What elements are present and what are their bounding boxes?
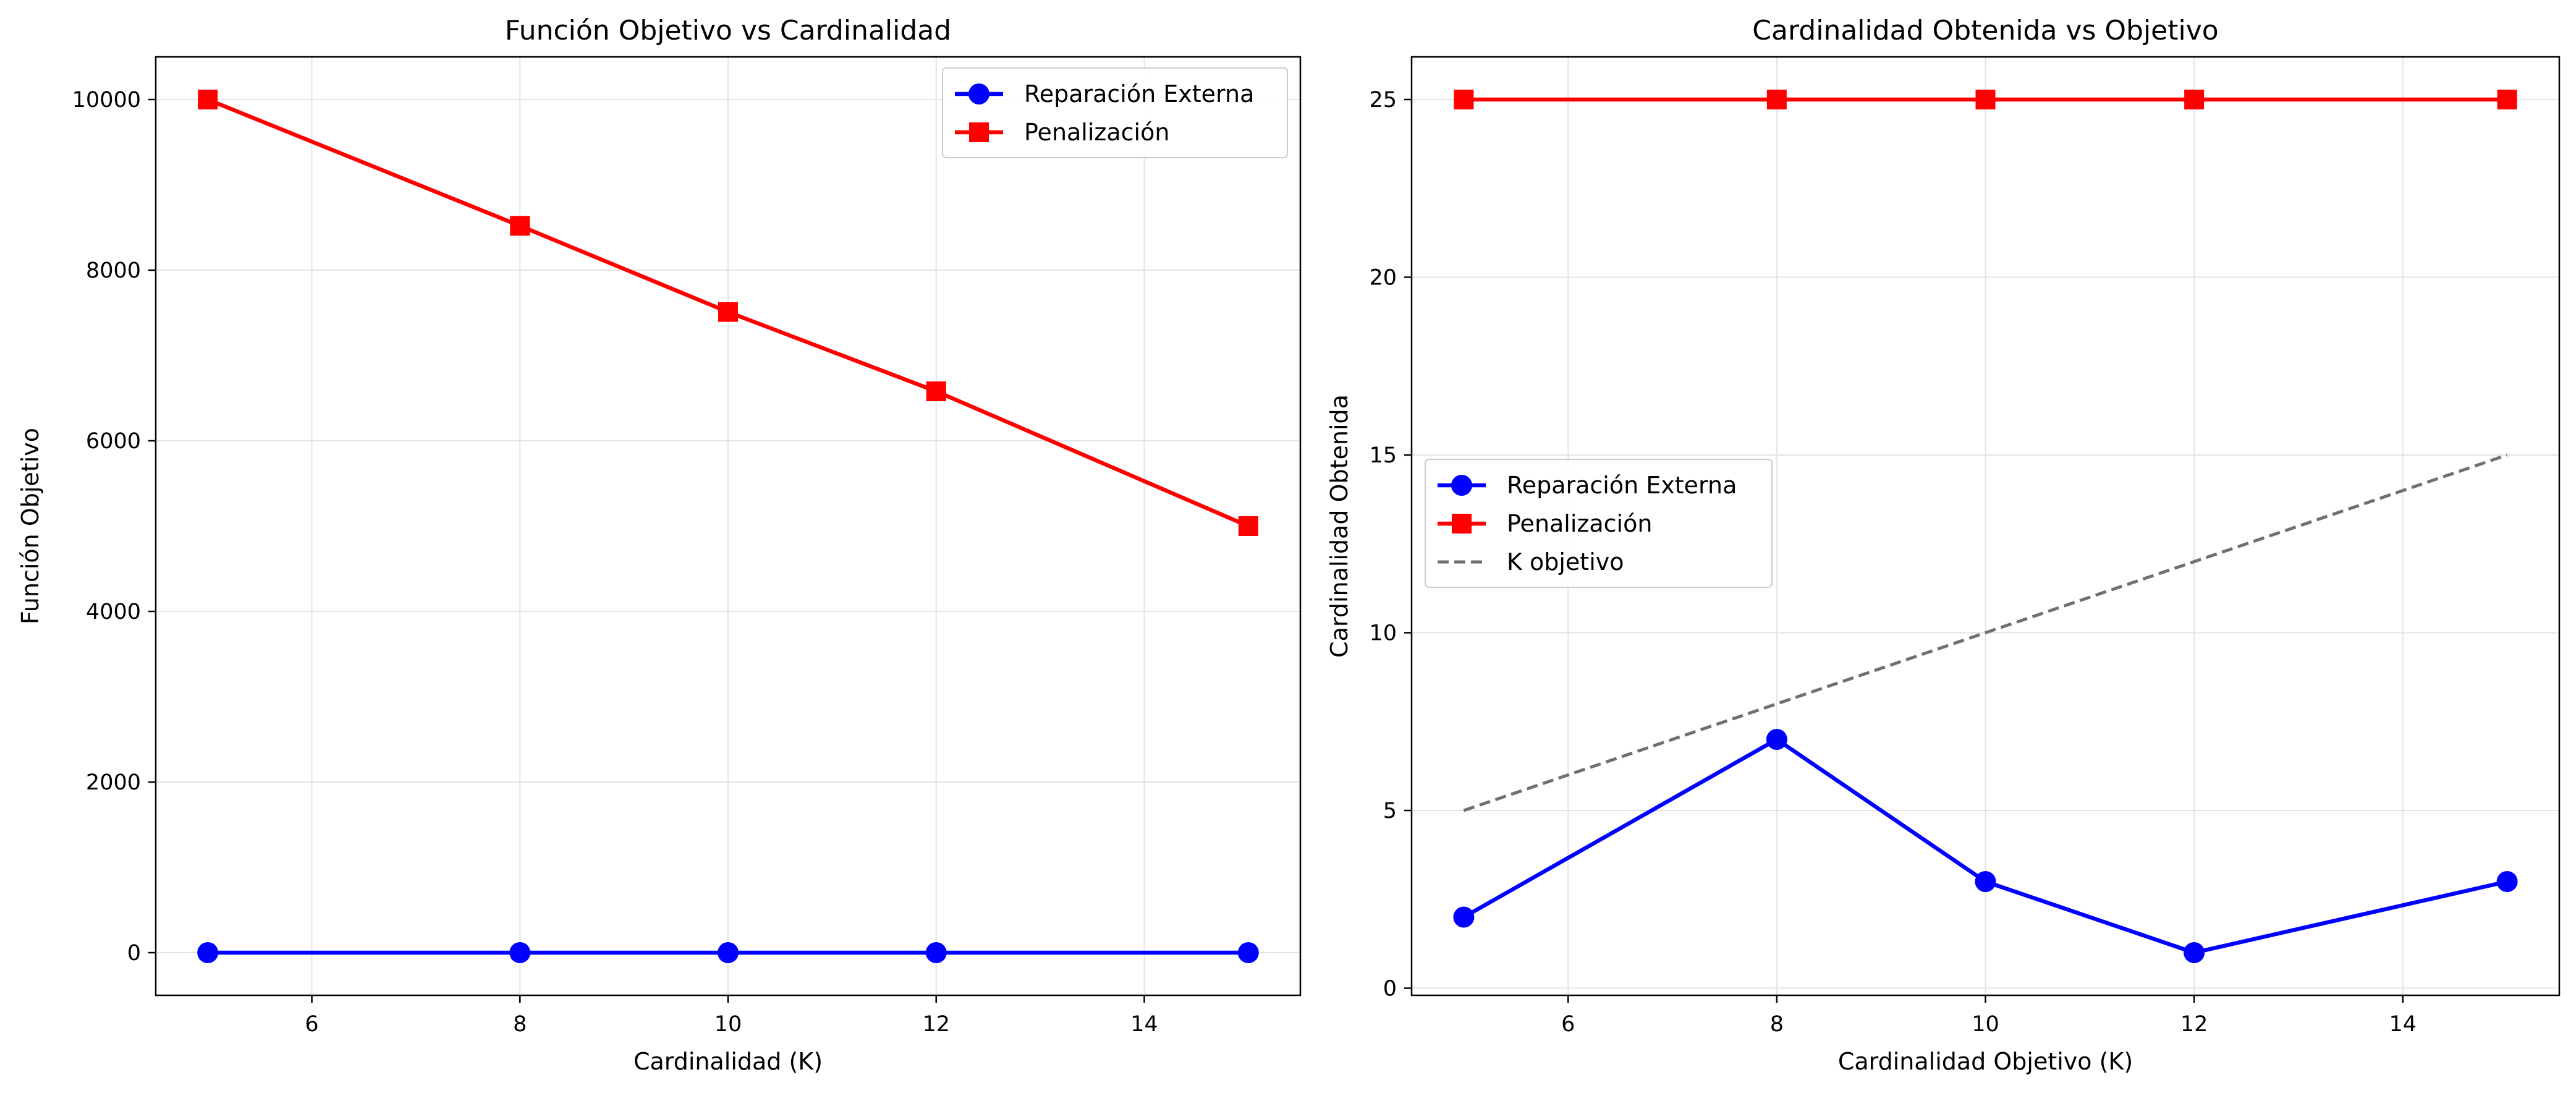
legend-marker — [1452, 514, 1472, 534]
data-point — [1766, 729, 1787, 750]
legend-label: Reparación Externa — [1507, 472, 1737, 499]
legend-box — [942, 67, 1288, 158]
data-point — [1237, 942, 1259, 963]
y-tick-label: 0 — [127, 941, 141, 966]
plot-frame — [155, 56, 1302, 997]
y-tick-label: 4000 — [86, 600, 141, 624]
data-point — [1453, 906, 1475, 928]
data-point — [198, 90, 218, 109]
y-tick-label: 6000 — [86, 429, 141, 454]
y-axis-label: Cardinalidad Obtenida — [1326, 394, 1353, 658]
series-line-3 — [1463, 453, 2508, 812]
x-tick-label: 10 — [1972, 1012, 1999, 1037]
legend: Reparación Externa Penalización K objetivo — [1425, 459, 1773, 588]
x-axis-label: Cardinalidad (K) — [633, 1048, 823, 1075]
data-point — [2184, 90, 2205, 109]
x-tick-label: 8 — [513, 1012, 527, 1037]
x-tick-label: 6 — [1561, 1012, 1575, 1037]
plot-frame — [1410, 56, 2561, 997]
y-tick-label: 5 — [1383, 799, 1397, 823]
x-axis-label: Cardinalidad Objetivo (K) — [1838, 1048, 2133, 1075]
legend-label: Penalización — [1024, 119, 1169, 146]
data-point — [1975, 90, 1996, 109]
x-tick-label: 14 — [1130, 1012, 1158, 1037]
legend-label: Penalización — [1507, 510, 1652, 537]
data-point — [2497, 90, 2517, 109]
legend-marker — [1451, 475, 1472, 496]
legend-box — [1425, 459, 1773, 588]
x-tick-label: 6 — [305, 1012, 318, 1037]
legend-label: K objetivo — [1507, 548, 1624, 576]
y-tick-label: 15 — [1369, 443, 1397, 468]
chart-title: Cardinalidad Obtenida vs Objetivo — [1752, 15, 2218, 46]
data-point — [2184, 942, 2205, 963]
x-tick-label: 10 — [714, 1012, 742, 1037]
y-tick-label: 2000 — [86, 770, 141, 795]
chart-title: Función Objetivo vs Cardinalidad — [505, 15, 951, 46]
y-tick-label: 25 — [1369, 88, 1397, 113]
x-tick-label: 14 — [2389, 1012, 2417, 1037]
y-tick-label: 8000 — [86, 258, 141, 283]
data-point — [1238, 516, 1258, 536]
x-tick-label: 12 — [2180, 1012, 2208, 1037]
data-point — [509, 942, 531, 963]
data-point — [925, 942, 947, 963]
data-point — [197, 942, 219, 963]
data-point — [1975, 871, 1996, 892]
legend: Reparación Externa Penalización — [942, 67, 1288, 158]
x-tick-label: 8 — [1770, 1012, 1784, 1037]
legend-marker — [969, 122, 989, 142]
data-point — [2496, 871, 2518, 892]
legend-label: Reparación Externa — [1024, 80, 1254, 108]
legend-marker — [968, 83, 989, 104]
data-point — [1766, 90, 1787, 109]
data-point — [718, 302, 738, 322]
y-tick-label: 10 — [1369, 621, 1397, 646]
chart-2: 6 8 10 12 14 0 5 10 15 20 25 Cardinalidad Obtenida … — [1326, 15, 2561, 1075]
data-point — [926, 381, 946, 401]
x-tick-label: 12 — [922, 1012, 950, 1037]
data-point — [718, 942, 739, 963]
y-tick-label: 0 — [1383, 977, 1397, 1002]
data-point — [1454, 90, 1474, 109]
chart-1: 6 8 10 12 14 0 2000 4000 6000 8000 10000 Función Ob… — [17, 15, 1302, 1075]
y-tick-label: 10000 — [72, 88, 141, 113]
y-axis-label: Función Objetivo — [17, 428, 44, 624]
y-tick-label: 20 — [1369, 266, 1397, 291]
data-point — [510, 216, 530, 236]
